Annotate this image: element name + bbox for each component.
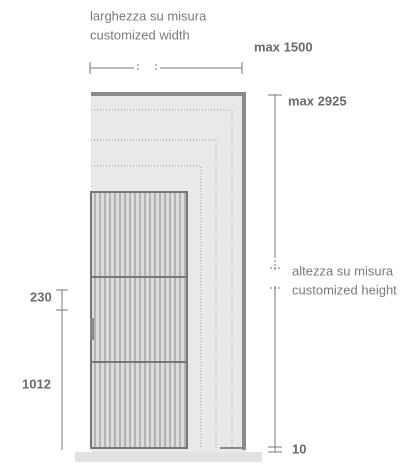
size-outline: [91, 139, 217, 448]
width-label-it: larghezza su misura: [90, 8, 207, 23]
handle-offset: 230: [30, 289, 52, 304]
height-dimension: [268, 94, 282, 453]
handle-height: 1012: [22, 376, 51, 391]
width-label-en: customized width: [90, 27, 190, 42]
max-height: max 2925: [288, 93, 347, 108]
floor: [75, 452, 262, 462]
width-dimension: [89, 62, 243, 74]
max-width: max 1500: [254, 39, 313, 54]
height-label-en: customized height: [292, 282, 397, 297]
bottom-gap: 10: [292, 441, 306, 456]
handle-dimension: [56, 289, 68, 450]
size-outline: [91, 109, 233, 448]
size-outline: [91, 165, 202, 448]
height-label-it: altezza su misura: [292, 263, 394, 278]
handle: [90, 318, 94, 340]
door-panel: [90, 191, 188, 449]
frame-edge: [91, 92, 246, 450]
